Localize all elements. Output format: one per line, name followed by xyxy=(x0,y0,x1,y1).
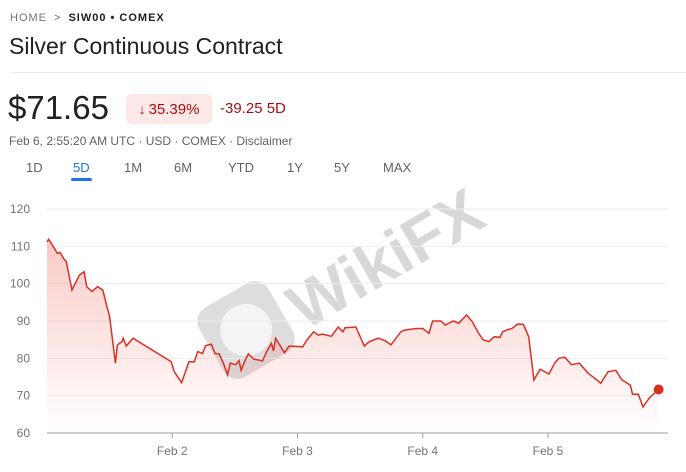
chevron-right-icon: > xyxy=(54,12,62,24)
tab-5y[interactable]: 5Y xyxy=(334,160,350,175)
quote-timestamp: Feb 6, 2:55:20 AM UTC · USD · COMEX · xyxy=(9,134,237,148)
quote-meta: Feb 6, 2:55:20 AM UTC · USD · COMEX · Di… xyxy=(9,134,292,148)
y-tick-label: 100 xyxy=(10,277,30,291)
price-area xyxy=(47,239,659,433)
tab-max[interactable]: MAX xyxy=(383,160,412,175)
tab-1m[interactable]: 1M xyxy=(124,160,143,175)
tab-6m[interactable]: 6M xyxy=(174,160,193,175)
y-tick-label: 120 xyxy=(10,202,30,216)
price-line xyxy=(46,237,660,409)
price: $71.65 xyxy=(8,89,109,126)
x-tick-label: Feb 2 xyxy=(157,444,188,458)
x-tick-label: Feb 5 xyxy=(533,444,564,458)
price-chart[interactable]: 60 70 80 90 100 110 120 Feb 2 Feb 3 Feb 4 Feb 5 xyxy=(0,190,686,472)
y-tick-label: 60 xyxy=(17,426,31,440)
breadcrumb-home-link[interactable]: HOME xyxy=(10,12,47,24)
tab-ytd[interactable]: YTD xyxy=(228,160,254,175)
tab-5d[interactable]: 5D xyxy=(71,160,92,181)
change-percent: 35.39% xyxy=(148,100,200,118)
disclaimer-link[interactable]: Disclaimer xyxy=(236,134,293,148)
y-tick-label: 110 xyxy=(11,239,30,253)
arrow-down-icon: ↓ xyxy=(138,101,146,117)
tab-1d[interactable]: 1D xyxy=(26,160,43,175)
tab-1y[interactable]: 1Y xyxy=(287,160,303,175)
page-title: Silver Continuous Contract xyxy=(9,33,283,59)
breadcrumb-symbol: SIW00 • COMEX xyxy=(68,12,165,24)
y-tick-label: 90 xyxy=(17,314,31,328)
y-tick-label: 70 xyxy=(17,389,31,403)
divider xyxy=(10,72,686,73)
change-absolute: -39.25 5D xyxy=(220,100,286,117)
change-percent-badge: ↓ 35.39% xyxy=(126,94,212,124)
y-tick-label: 80 xyxy=(17,351,31,365)
x-tick-label: Feb 3 xyxy=(282,444,313,458)
x-tick-label: Feb 4 xyxy=(407,444,438,458)
breadcrumb: HOME > SIW00 • COMEX xyxy=(10,12,165,24)
last-price-dot xyxy=(653,384,664,395)
